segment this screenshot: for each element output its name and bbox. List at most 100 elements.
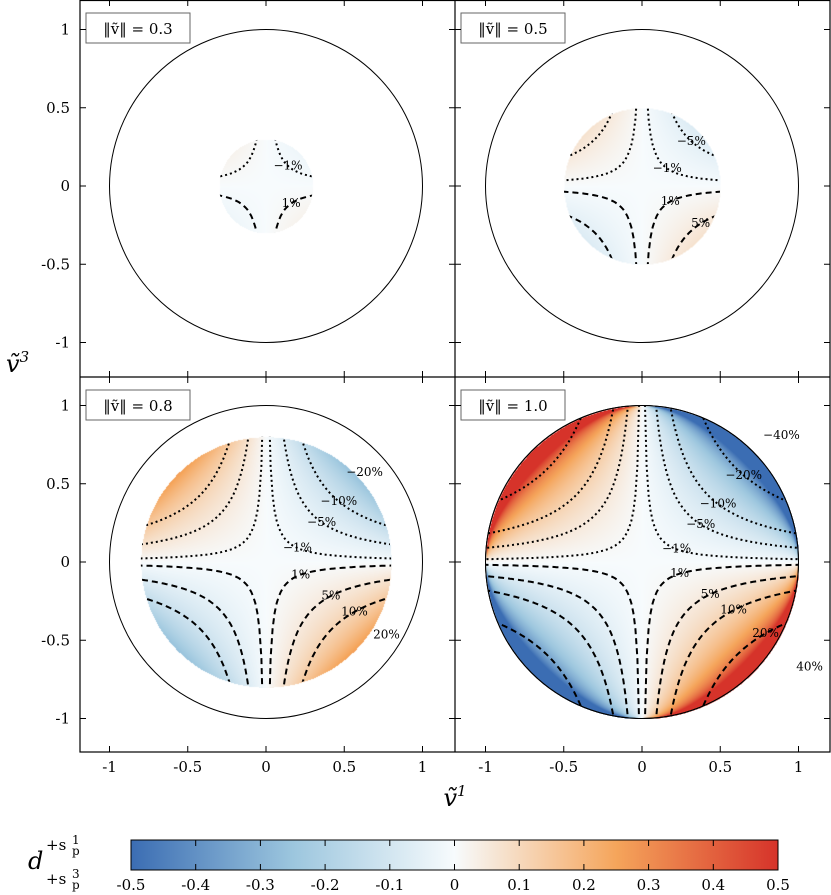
contour-label: −5% [677, 134, 706, 148]
panel-label-text: ‖ṽ‖ = 0.3 [103, 20, 172, 38]
y-tick-label: 0.5 [46, 99, 70, 117]
contour-line [485, 405, 631, 550]
x-tick-label: 0 [637, 758, 647, 776]
contour-line [666, 405, 799, 537]
unit-circle [109, 405, 423, 719]
contour-label: 5% [691, 216, 710, 230]
contour-line [485, 587, 618, 719]
y-tick-label: -0.5 [41, 631, 70, 649]
contour-label: 10% [720, 603, 747, 617]
panel-label: ‖ṽ‖ = 0.8 [85, 389, 191, 421]
unit-circle [485, 405, 799, 719]
y-axis-label: ṽ3 [6, 348, 29, 378]
panel-1: −1% 1% ‖ṽ‖ = 0.3 [85, 12, 423, 343]
colorbar-label-sub-sub: p [72, 878, 80, 892]
y-tick-label: 1 [60, 397, 70, 415]
contour-line [563, 187, 641, 265]
panel-label: ‖ṽ‖ = 0.5 [460, 12, 566, 44]
contour-label: 5% [701, 587, 720, 601]
contour-label: −5% [686, 517, 715, 531]
contour-line [643, 187, 721, 265]
x-tick-label: 1 [418, 758, 428, 776]
panel-label-box [460, 12, 566, 44]
x-axis-label-sup: 1 [457, 782, 467, 800]
x-tick-label: 1 [794, 758, 804, 776]
heatmap-disk [218, 138, 314, 234]
contours [563, 107, 721, 265]
colorbar-tick-label: -0.4 [181, 876, 210, 894]
contour-label: 10% [341, 604, 368, 618]
x-axis-label: ṽ1 [443, 782, 466, 812]
x-tick-label: -0.5 [173, 758, 202, 776]
panel-3: −20% −10% −5% −1% 1% 5%10% 20% ‖ṽ‖ = 0.8 [85, 389, 423, 719]
y-tick-label: 0.5 [46, 475, 70, 493]
contour-label: −1% [653, 161, 682, 175]
unit-circle [109, 29, 423, 343]
colorbar: -0.5 -0.4 -0.3 -0.2 -0.1 0 0.1 0.2 0.3 0.4 0.5 d+s p… [28, 833, 790, 894]
contour-line [666, 587, 799, 719]
contour-label: −10% [700, 497, 737, 511]
heatmap-disk [140, 436, 392, 688]
colorbar-tick-label: -0.2 [311, 876, 340, 894]
x-tick-label: -1 [478, 758, 493, 776]
contour-line [653, 405, 799, 550]
contour-label: 1% [291, 567, 310, 581]
contour-line [267, 187, 313, 233]
panel-label: ‖ṽ‖ = 0.3 [85, 12, 191, 44]
heatmap-disk [484, 404, 800, 720]
panel-label-text: ‖ṽ‖ = 0.8 [103, 397, 172, 415]
colorbar-label-sup-sub: p [72, 844, 80, 858]
contour-line [643, 563, 799, 719]
contour-line [267, 563, 392, 688]
contour-label: −1% [273, 159, 302, 173]
contour-line [290, 436, 392, 537]
colorbar-tick-label: 0.4 [701, 876, 725, 894]
axes: -1 -0.5 0 0.5 1 -1 -0.5 0 0.5 1 1 0.5 0 -0.5 -1 1 0.5 0 -0… [6, 0, 831, 812]
colorbar-tick-label: 0.5 [766, 876, 790, 894]
panel-label-box [85, 12, 191, 44]
contour-label: 40% [796, 660, 823, 674]
y-tick-label: 0 [60, 177, 70, 195]
x-tick-label: -1 [102, 758, 117, 776]
y-tick-label: -1 [55, 710, 70, 728]
contour-line [140, 436, 242, 537]
x-tick-label: 0.5 [332, 758, 356, 776]
y-tick-label: -0.5 [41, 255, 70, 273]
colorbar-tick-label: 0.1 [507, 876, 531, 894]
y-tick-label: -1 [55, 334, 70, 352]
contour-line [485, 574, 631, 719]
contour-line [140, 563, 265, 688]
colorbar-tick-label: 0 [450, 876, 460, 894]
contour-label: 20% [752, 626, 779, 640]
contour-label: 5% [321, 588, 340, 602]
colorbar-label-sup-sup: 1 [72, 833, 80, 847]
contour-label: −20% [725, 468, 762, 482]
panel-label-box [460, 389, 566, 421]
contour-line [290, 587, 392, 688]
contour-label: 1% [661, 194, 680, 208]
panel-4: −40% −20% −10% −5% −1% 1% 5%10% 20% 40% ‖ṽ‖ = 1.0 [460, 389, 823, 720]
x-tick-label: 0 [261, 758, 271, 776]
y-tick-label: 0 [60, 553, 70, 571]
contour-label: 1% [282, 196, 301, 210]
x-tick-label: -0.5 [549, 758, 578, 776]
contour-line [485, 405, 618, 537]
contour-line [219, 187, 265, 233]
colorbar-tick-label: 0.2 [572, 876, 596, 894]
colorbar-label-sub: +s [46, 870, 66, 888]
contour-label: −5% [307, 515, 336, 529]
colorbar-label: d [28, 847, 43, 875]
contour-label: −20% [346, 465, 383, 479]
colorbar-label-sub-sup: 3 [72, 867, 80, 881]
y-tick-label: 1 [60, 21, 70, 39]
panel-label-text: ‖ṽ‖ = 0.5 [478, 20, 547, 38]
contour-label: −1% [662, 542, 691, 556]
colorbar-label-sup: +s [46, 836, 66, 854]
contours [219, 139, 313, 233]
contour-line [653, 574, 799, 719]
contour-label: −10% [320, 494, 357, 508]
colorbar-tick-label: -0.1 [375, 876, 404, 894]
panel-label: ‖ṽ‖ = 1.0 [460, 389, 566, 421]
contour-label: −40% [763, 428, 800, 442]
panel-label-text: ‖ṽ‖ = 1.0 [478, 397, 547, 415]
